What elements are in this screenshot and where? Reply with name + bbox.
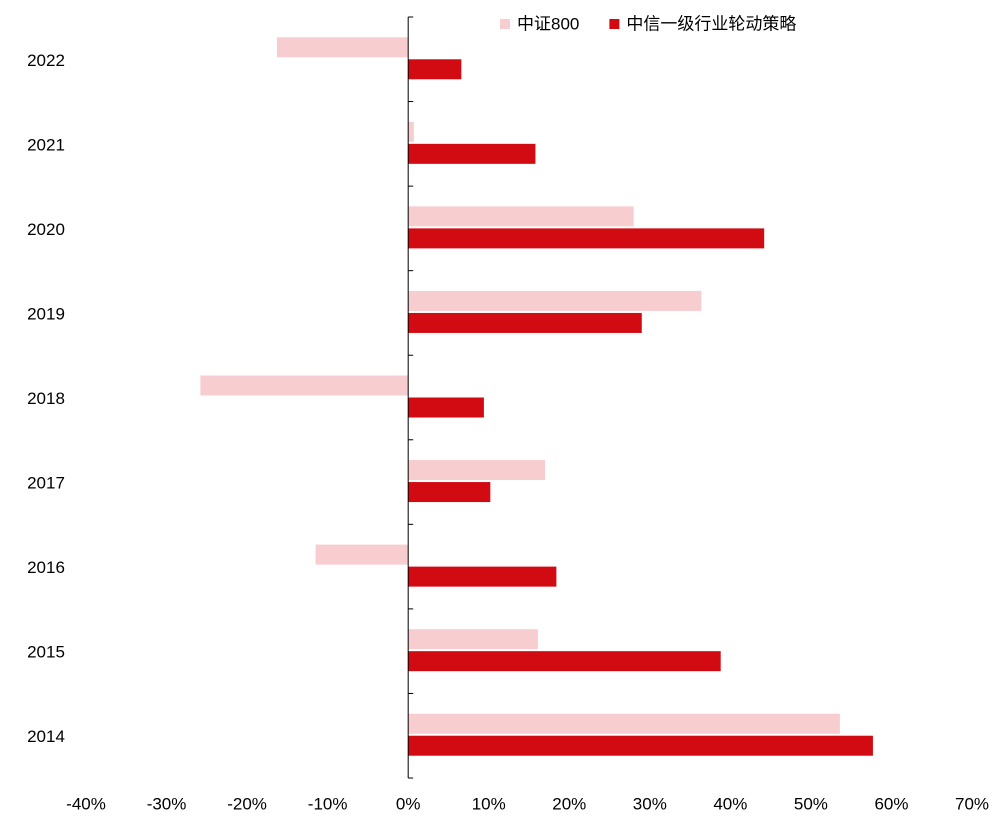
x-tick-label: -10% — [308, 794, 348, 813]
x-tick-label: -20% — [227, 794, 267, 813]
bar — [408, 460, 546, 481]
bar — [408, 59, 462, 80]
x-tick-label: 40% — [713, 794, 747, 813]
bar — [408, 206, 634, 227]
x-tick-label: 70% — [955, 794, 989, 813]
bar — [408, 228, 765, 249]
x-tick-label: -30% — [147, 794, 187, 813]
bar — [408, 121, 414, 142]
bar — [408, 482, 491, 503]
bar — [200, 375, 409, 396]
bar — [408, 312, 642, 333]
bar — [408, 566, 557, 587]
y-tick-label: 2018 — [27, 389, 65, 408]
legend-label: 中证800 — [517, 14, 579, 33]
y-tick-label: 2022 — [27, 51, 65, 70]
legend-label: 中信一级行业轮动策略 — [626, 14, 796, 33]
legend-swatch — [500, 19, 510, 29]
x-tick-label: 10% — [472, 794, 506, 813]
bar — [408, 290, 702, 311]
y-tick-label: 2014 — [27, 727, 65, 746]
bar — [408, 735, 873, 756]
bar — [276, 37, 409, 58]
x-tick-label: -40% — [66, 794, 106, 813]
x-tick-label: 20% — [552, 794, 586, 813]
bar — [408, 397, 484, 418]
x-tick-label: 50% — [794, 794, 828, 813]
y-tick-label: 2021 — [27, 135, 65, 154]
bar — [315, 544, 409, 565]
y-tick-label: 2019 — [27, 304, 65, 323]
bar — [408, 713, 840, 734]
x-tick-label: 0% — [396, 794, 421, 813]
y-tick-label: 2017 — [27, 474, 65, 493]
bar — [408, 629, 538, 650]
bar — [408, 143, 536, 164]
y-tick-label: 2020 — [27, 220, 65, 239]
y-tick-label: 2015 — [27, 643, 65, 662]
x-tick-label: 60% — [874, 794, 908, 813]
y-tick-label: 2016 — [27, 558, 65, 577]
bar — [408, 651, 721, 672]
legend-swatch — [609, 19, 620, 29]
x-tick-label: 30% — [633, 794, 667, 813]
